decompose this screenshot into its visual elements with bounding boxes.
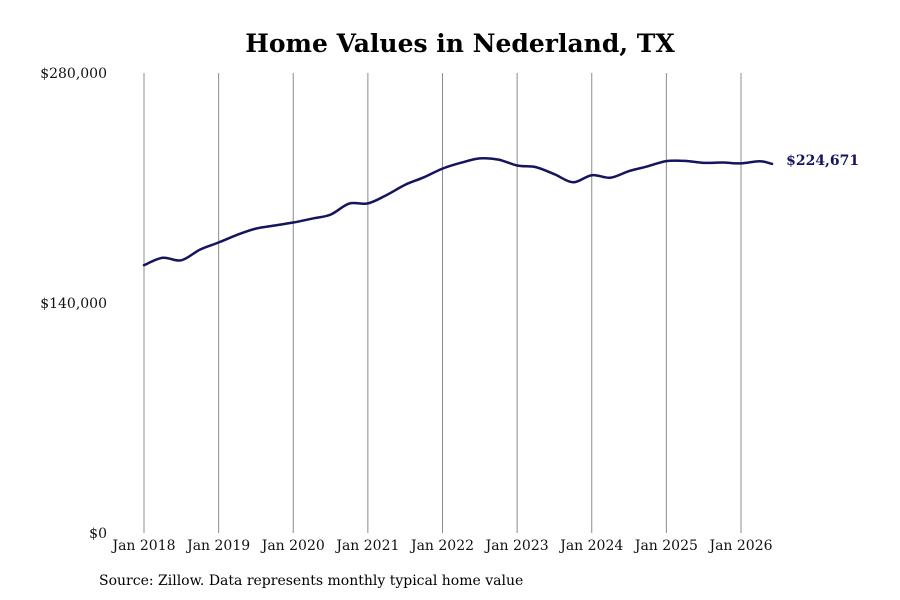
chart-title: Home Values in Nederland, TX bbox=[245, 29, 675, 58]
x-tick-label: Jan 2020 bbox=[260, 538, 325, 554]
x-axis-ticks: Jan 2018 Jan 2019 Jan 2020 Jan 2021 Jan 2022… bbox=[110, 538, 772, 554]
end-value-label: $224,671 bbox=[786, 153, 859, 169]
y-tick-label: $280,000 bbox=[40, 66, 107, 82]
y-tick-label: $140,000 bbox=[40, 296, 107, 312]
x-tick-label: Jan 2024 bbox=[558, 538, 623, 554]
gridlines bbox=[143, 73, 742, 533]
x-tick-label: Jan 2019 bbox=[185, 538, 250, 554]
x-tick-label: Jan 2021 bbox=[334, 538, 399, 554]
x-tick-label: Jan 2025 bbox=[633, 538, 698, 554]
series-line bbox=[142, 156, 774, 267]
x-tick-label: Jan 2022 bbox=[409, 538, 474, 554]
x-tick-label: Jan 2018 bbox=[110, 538, 175, 554]
x-tick-label: Jan 2026 bbox=[707, 538, 772, 554]
y-axis-ticks: $0 $140,000 $280,000 bbox=[40, 66, 107, 542]
y-tick-label: $0 bbox=[89, 526, 107, 542]
source-note: Source: Zillow. Data represents monthly … bbox=[99, 573, 524, 589]
x-tick-label: Jan 2023 bbox=[484, 538, 549, 554]
